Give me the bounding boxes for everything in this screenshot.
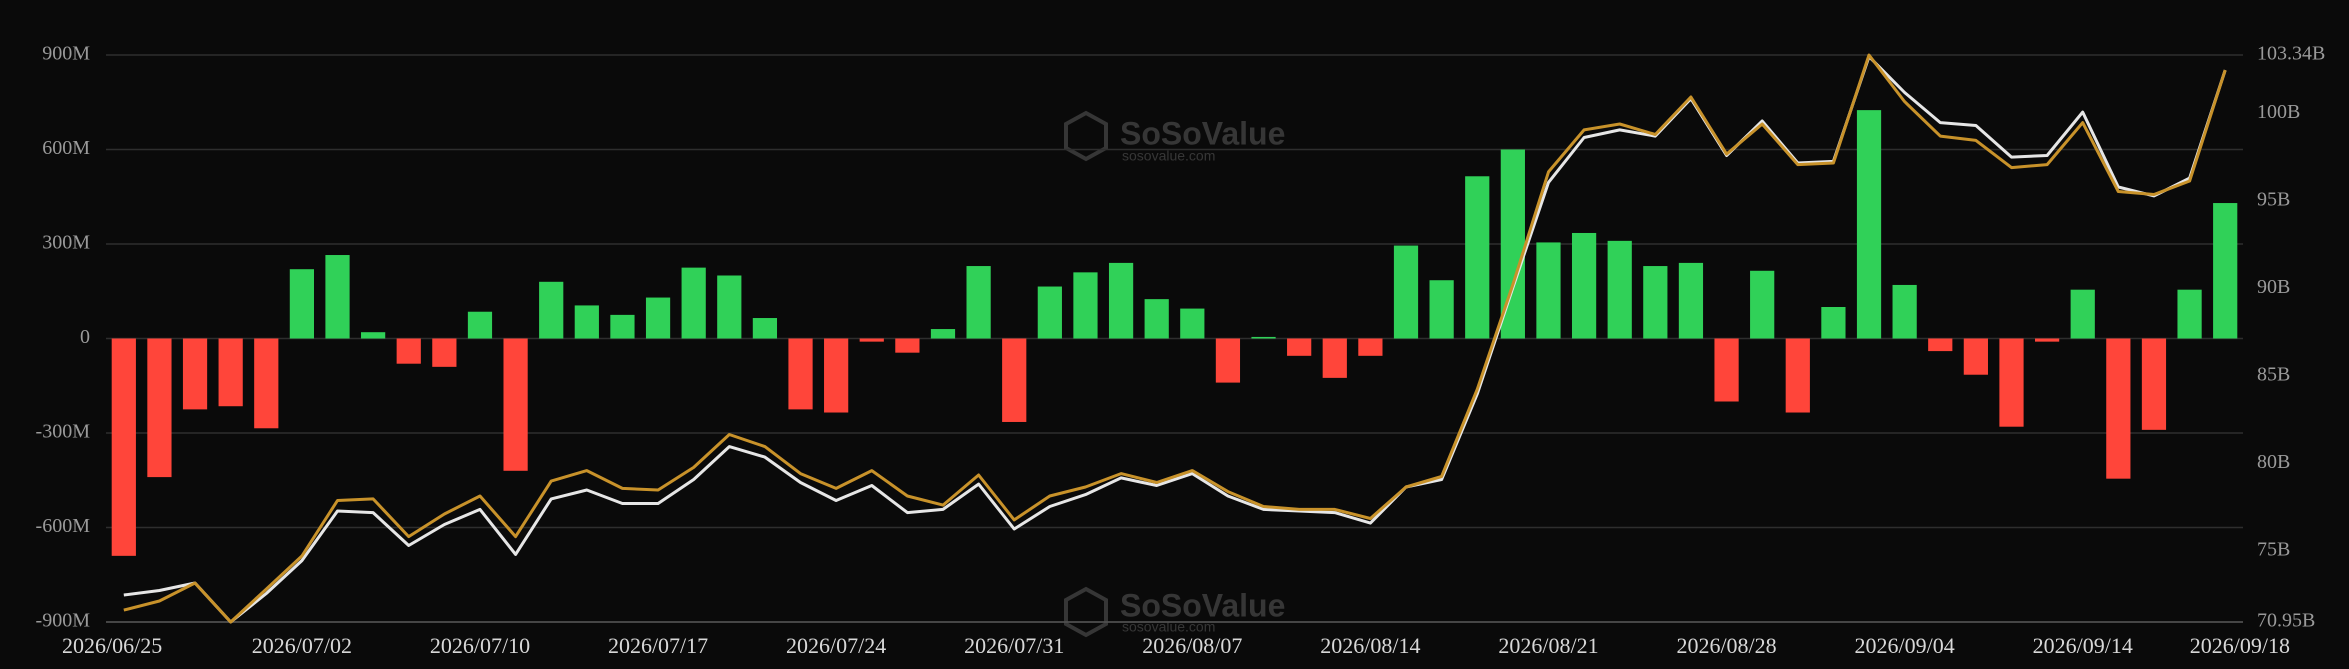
bar <box>1678 262 1704 339</box>
bar <box>1750 270 1775 339</box>
x-tick-label: 2026/07/17 <box>608 633 708 658</box>
bar <box>788 338 813 410</box>
x-tick-label: 2026/09/04 <box>1855 633 1955 658</box>
bar <box>1785 338 1810 413</box>
bar <box>574 305 599 339</box>
bar <box>1643 266 1668 339</box>
bar <box>467 311 493 339</box>
x-tick-label: 2026/07/24 <box>786 633 886 658</box>
bar <box>1002 338 1027 422</box>
bar <box>1322 338 1347 378</box>
bar <box>1963 338 1988 375</box>
bar <box>396 338 421 364</box>
bar <box>147 338 172 478</box>
bar <box>1999 338 2024 427</box>
bar <box>2177 289 2202 339</box>
y2-tick-label: 95B <box>2257 189 2290 211</box>
y2-tick-label: 70.95B <box>2257 610 2315 632</box>
bar <box>254 338 279 429</box>
bar <box>503 338 528 471</box>
y-tick-label: 600M <box>42 137 90 159</box>
watermark-logo <box>1064 586 1108 638</box>
y-tick-label: 0 <box>80 326 90 348</box>
bar <box>182 338 208 410</box>
bar <box>2213 203 2238 339</box>
bar <box>1892 284 1917 339</box>
x-tick-label: 2026/08/07 <box>1142 633 1242 658</box>
bar <box>432 338 457 367</box>
x-tick-label: 2026/08/28 <box>1676 633 1776 658</box>
bar <box>895 338 920 353</box>
x-tick-label: 2026/08/21 <box>1498 633 1598 658</box>
bar <box>2034 338 2060 342</box>
bar <box>1215 338 1241 383</box>
bar <box>966 266 991 339</box>
y-tick-label: -300M <box>36 421 91 443</box>
bar <box>1607 240 1632 339</box>
x-tick-label: 2026/06/25 <box>62 633 162 658</box>
watermark-logo <box>1064 110 1108 162</box>
bar <box>610 314 635 339</box>
bar <box>218 338 243 407</box>
y-tick-label: 300M <box>42 232 90 254</box>
x-tick-label: 2026/09/18 <box>2190 633 2290 658</box>
bar <box>1571 232 1597 339</box>
y2-tick-label: 90B <box>2257 276 2290 298</box>
watermark-top: SoSoValue sosovalue.com <box>1064 110 1285 164</box>
bar <box>717 275 742 339</box>
bar <box>1714 338 1739 402</box>
bar <box>2070 289 2095 339</box>
bar <box>1358 338 1383 356</box>
x-tick-label: 2026/09/14 <box>2033 633 2133 658</box>
watermark-title: SoSoValue <box>1120 115 1285 151</box>
line-series <box>123 53 2227 624</box>
bar <box>1536 242 1561 339</box>
bar <box>289 269 315 339</box>
x-tick-label: 2026/07/10 <box>430 633 530 658</box>
bar <box>325 255 350 339</box>
bar <box>1073 272 1098 339</box>
bar <box>1393 245 1419 339</box>
y2-tick-label: 103.34B <box>2257 43 2325 65</box>
y2-tick-label: 85B <box>2257 364 2290 386</box>
watermark-subtitle: sosovalue.com <box>1122 148 1215 164</box>
bar <box>1928 338 1953 352</box>
bar <box>1465 176 1490 339</box>
bar <box>1144 299 1169 339</box>
bar <box>1251 336 1276 339</box>
bar <box>752 318 778 339</box>
watermark-title: SoSoValue <box>1120 587 1285 623</box>
y-tick-label: -600M <box>36 515 91 537</box>
x-tick-label: 2026/08/14 <box>1320 633 1420 658</box>
bar <box>1108 262 1134 339</box>
bar <box>361 332 386 339</box>
y-tick-label: -900M <box>36 610 91 632</box>
bar <box>930 329 956 339</box>
bar <box>1287 338 1312 356</box>
bar <box>824 338 849 413</box>
bar <box>1429 280 1454 339</box>
bar <box>645 297 671 339</box>
bar <box>2141 338 2167 430</box>
y2-tick-label: 80B <box>2257 451 2290 473</box>
bar <box>539 281 564 339</box>
bar <box>2106 338 2131 479</box>
bar <box>1180 308 1205 339</box>
y2-tick-label: 100B <box>2257 101 2300 123</box>
bar <box>681 267 706 339</box>
y2-tick-label: 75B <box>2257 539 2290 561</box>
bar <box>1821 307 1846 339</box>
y-tick-label: 900M <box>42 43 90 65</box>
bar <box>111 338 136 556</box>
x-tick-label: 2026/07/02 <box>252 633 352 658</box>
bar <box>859 338 884 342</box>
bar <box>1037 286 1062 339</box>
bar <box>1856 110 1882 339</box>
x-tick-label: 2026/07/31 <box>964 633 1064 658</box>
